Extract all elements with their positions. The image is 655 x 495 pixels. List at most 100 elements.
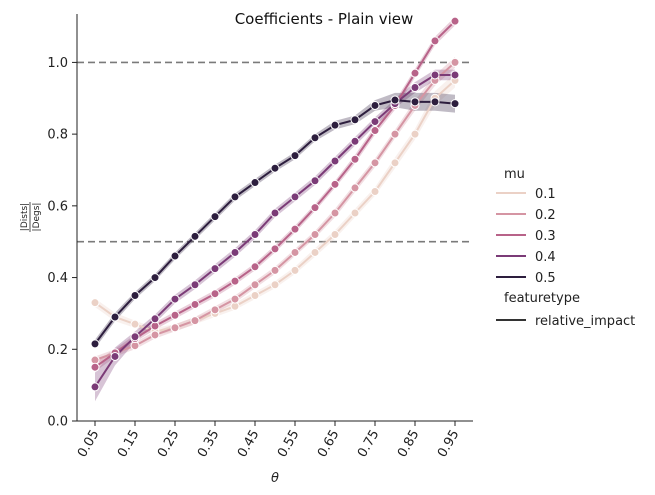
point-mu-0.5	[210, 212, 220, 222]
y-tick-label-4: 0.8	[47, 128, 68, 143]
legend-style-label: relative_impact	[535, 314, 635, 329]
point-mu-0.2	[310, 230, 320, 240]
point-mu-0.4	[290, 192, 300, 202]
point-mu-0.5	[330, 120, 340, 130]
legend-label-0.5: 0.5	[535, 271, 556, 286]
line-mu-0.5	[94, 99, 456, 345]
point-mu-0.4	[310, 176, 320, 186]
point-mu-0.5	[270, 163, 280, 173]
series-points	[90, 16, 460, 392]
point-mu-0.2	[230, 294, 240, 304]
point-mu-0.2	[170, 323, 180, 333]
x-tick-label-7: 0.75	[355, 428, 382, 461]
point-mu-0.5	[130, 290, 140, 300]
point-mu-0.2	[450, 57, 460, 67]
point-mu-0.4	[130, 332, 140, 342]
point-mu-0.3	[410, 68, 420, 78]
point-mu-0.1	[310, 247, 320, 257]
point-mu-0.3	[350, 154, 360, 164]
point-mu-0.2	[270, 265, 280, 275]
y-ticks: 0.0 0.2 0.4 0.6 0.8 1.0	[47, 56, 77, 430]
legend-label-0.3: 0.3	[535, 229, 556, 244]
legend-label-0.4: 0.4	[535, 250, 556, 265]
point-mu-0.5	[450, 99, 460, 109]
point-mu-0.1	[410, 129, 420, 139]
x-tick-label-8: 0.85	[395, 428, 422, 461]
reference-lines	[77, 61, 473, 243]
band-mu-0.1	[95, 73, 455, 335]
line-mu-0.1	[94, 79, 456, 333]
point-mu-0.5	[190, 231, 200, 241]
y-tick-label-3: 0.6	[47, 199, 68, 214]
point-mu-0.1	[270, 280, 280, 290]
point-mu-0.2	[370, 158, 380, 168]
point-mu-0.5	[290, 151, 300, 161]
y-tick-label-5: 1.0	[47, 56, 68, 71]
point-mu-0.5	[110, 312, 120, 322]
point-mu-0.1	[390, 158, 400, 168]
point-mu-0.4	[110, 351, 120, 361]
point-mu-0.5	[430, 97, 440, 107]
point-mu-0.5	[250, 178, 260, 188]
point-mu-0.4	[330, 156, 340, 166]
point-mu-0.3	[290, 224, 300, 234]
point-mu-0.4	[190, 280, 200, 290]
legend-label-0.1: 0.1	[535, 187, 556, 202]
point-mu-0.5	[230, 192, 240, 202]
point-mu-0.4	[350, 136, 360, 146]
point-mu-0.1	[370, 187, 380, 197]
line-mu-0.3	[94, 20, 456, 369]
point-mu-0.3	[170, 310, 180, 320]
y-axis-label: |Dists| |Degs|	[20, 202, 42, 232]
point-mu-0.4	[250, 230, 260, 240]
point-mu-0.5	[390, 95, 400, 105]
point-mu-0.2	[290, 247, 300, 257]
point-mu-0.4	[150, 314, 160, 324]
x-tick-label-9: 0.95	[435, 428, 462, 461]
point-mu-0.3	[310, 203, 320, 213]
legend-hue-title: mu	[504, 167, 525, 182]
point-mu-0.4	[430, 70, 440, 80]
point-mu-0.4	[370, 117, 380, 127]
point-mu-0.3	[210, 289, 220, 299]
y-axis-label-numerator: |Dists|	[20, 203, 30, 231]
point-mu-0.3	[330, 179, 340, 189]
band-mu-0.4	[95, 69, 455, 402]
legend: mu 0.1 0.2 0.3 0.4 0.5 featuretype relative_…	[496, 167, 635, 329]
legend-entries: 0.1 0.2 0.3 0.4 0.5	[496, 187, 556, 286]
point-mu-0.1	[290, 265, 300, 275]
legend-style-title: featuretype	[504, 291, 580, 306]
point-mu-0.3	[370, 126, 380, 136]
point-mu-0.3	[430, 36, 440, 46]
point-mu-0.4	[230, 247, 240, 257]
point-mu-0.3	[90, 362, 100, 372]
x-tick-label-6: 0.65	[315, 428, 342, 461]
point-mu-0.4	[270, 208, 280, 218]
point-mu-0.1	[250, 290, 260, 300]
point-mu-0.4	[450, 70, 460, 80]
y-tick-label-1: 0.2	[47, 343, 68, 358]
point-mu-0.5	[150, 273, 160, 283]
point-mu-0.5	[310, 133, 320, 143]
point-mu-0.3	[270, 244, 280, 254]
x-axis-label: θ	[271, 471, 279, 486]
point-mu-0.3	[450, 16, 460, 26]
x-tick-label-5: 0.55	[275, 428, 302, 461]
point-mu-0.2	[190, 316, 200, 326]
point-mu-0.3	[190, 299, 200, 309]
point-mu-0.5	[410, 97, 420, 107]
point-mu-0.1	[350, 208, 360, 218]
point-mu-0.4	[210, 264, 220, 274]
point-mu-0.5	[370, 100, 380, 110]
point-mu-0.2	[350, 183, 360, 193]
point-mu-0.2	[390, 129, 400, 139]
point-mu-0.1	[330, 230, 340, 240]
point-mu-0.2	[150, 330, 160, 340]
legend-label-0.2: 0.2	[535, 208, 556, 223]
point-mu-0.1	[90, 298, 100, 308]
chart-title: Coefficients - Plain view	[235, 10, 414, 28]
band-mu-0.5	[95, 92, 455, 349]
point-mu-0.3	[250, 262, 260, 272]
point-mu-0.4	[170, 294, 180, 304]
